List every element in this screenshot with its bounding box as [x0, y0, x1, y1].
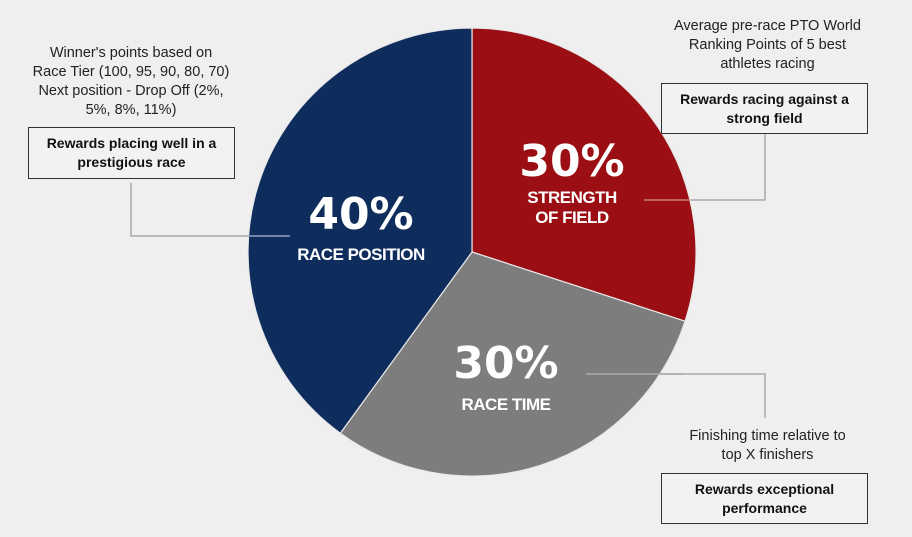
svg-text:OF FIELD: OF FIELD [535, 208, 609, 227]
label-strength-of-field: 30% STRENGTH OF FIELD [519, 136, 624, 227]
svg-text:30%: 30% [519, 136, 624, 187]
race-time-description: Finishing time relative to top X finishe… [689, 428, 846, 463]
race-time-box: Rewards exceptional performance [661, 473, 868, 524]
race-position-box: Rewards placing well in a prestigious rac… [28, 127, 235, 179]
strength-of-field-box: Rewards racing against a strong field [661, 83, 868, 134]
svg-text:30%: 30% [453, 338, 558, 389]
svg-text:RACE TIME: RACE TIME [462, 395, 551, 414]
strength-of-field-description: Average pre-race PTO World Ranking Point… [674, 18, 861, 72]
svg-text:STRENGTH: STRENGTH [527, 188, 617, 207]
race-position-description: Winner's points based on Race Tier (100,… [32, 45, 230, 118]
connector-race-position [130, 183, 290, 237]
slice-strength-of-field [471, 27, 697, 322]
label-race-time: 30% RACE TIME [453, 338, 558, 414]
label-race-position: 40% RACE POSITION [297, 189, 425, 264]
slice-race-time [339, 251, 686, 477]
slice-race-position [247, 27, 473, 435]
svg-text:40%: 40% [308, 189, 413, 240]
svg-text:RACE POSITION: RACE POSITION [297, 245, 425, 264]
